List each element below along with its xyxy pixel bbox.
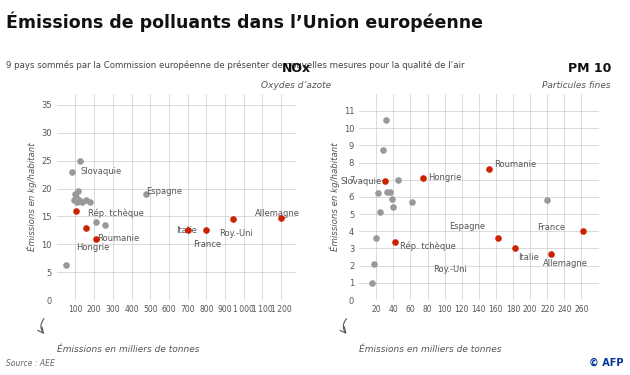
Point: [74, 196, 84, 202]
Point: [69, 196, 79, 202]
Point: [91, 219, 101, 225]
Point: [183, 227, 193, 233]
Point: [369, 261, 379, 267]
Text: © AFP: © AFP: [589, 357, 624, 368]
Point: [484, 166, 494, 172]
Text: Émissions en milliers de tonnes: Émissions en milliers de tonnes: [359, 345, 501, 354]
Text: NOx: NOx: [282, 62, 311, 75]
Point: [378, 147, 388, 153]
Text: France: France: [537, 224, 565, 232]
Point: [141, 191, 151, 197]
Text: Oxydes d’azote: Oxydes d’azote: [261, 81, 331, 90]
Point: [61, 262, 71, 268]
Point: [382, 189, 392, 195]
Text: Roy.-Uni: Roy.-Uni: [433, 265, 467, 274]
Point: [71, 191, 81, 197]
Point: [373, 190, 383, 196]
Text: Source : AEE: Source : AEE: [6, 358, 55, 368]
Point: [418, 175, 428, 181]
Point: [67, 169, 77, 175]
Point: [100, 222, 110, 228]
Point: [81, 225, 91, 231]
Point: [276, 214, 286, 220]
Point: [85, 200, 95, 206]
Text: Espagne: Espagne: [449, 222, 485, 231]
Point: [546, 251, 556, 257]
Text: Hongrie: Hongrie: [76, 243, 110, 252]
Text: PM 10: PM 10: [568, 62, 611, 75]
Point: [367, 280, 377, 286]
Point: [91, 236, 101, 242]
Text: Allemagne: Allemagne: [255, 209, 300, 218]
Text: Émissions de polluants dans l’Union européenne: Émissions de polluants dans l’Union euro…: [6, 11, 483, 32]
Point: [75, 158, 85, 164]
Point: [387, 196, 397, 202]
Point: [385, 189, 395, 195]
Point: [375, 209, 386, 215]
Point: [72, 200, 83, 206]
Point: [71, 194, 81, 200]
Point: [578, 228, 588, 234]
Point: [407, 199, 417, 205]
Point: [388, 204, 398, 210]
Text: Hongrie: Hongrie: [428, 174, 462, 183]
Text: Slovaquie: Slovaquie: [341, 177, 382, 186]
Point: [392, 177, 403, 183]
Point: [227, 216, 238, 222]
Text: Particules fines: Particules fines: [542, 81, 611, 90]
Text: Allemagne: Allemagne: [543, 260, 588, 268]
Point: [81, 196, 91, 202]
Text: Espagne: Espagne: [146, 187, 183, 196]
Text: Rép. tchèque: Rép. tchèque: [88, 209, 144, 218]
Text: 9 pays sommés par la Commission européenne de présenter de nouvelles mesures pou: 9 pays sommés par la Commission européen…: [6, 60, 465, 69]
Text: Rép. tchèque: Rép. tchèque: [400, 242, 456, 252]
Point: [390, 238, 400, 244]
Y-axis label: Émissions en kg/habitant: Émissions en kg/habitant: [26, 142, 37, 251]
Point: [380, 178, 390, 184]
Point: [73, 188, 83, 194]
Point: [201, 227, 211, 233]
Text: Slovaquie: Slovaquie: [81, 167, 122, 176]
Point: [493, 235, 503, 241]
Text: Roy.-Uni: Roy.-Uni: [219, 229, 253, 238]
Text: Roumanie: Roumanie: [494, 160, 536, 169]
Point: [371, 235, 381, 241]
Point: [71, 208, 81, 214]
Text: Italie: Italie: [176, 226, 197, 235]
Text: Émissions en milliers de tonnes: Émissions en milliers de tonnes: [57, 345, 199, 354]
Point: [510, 246, 520, 252]
Text: Italie: Italie: [518, 252, 539, 261]
Point: [542, 197, 553, 203]
Text: France: France: [193, 240, 221, 249]
Point: [77, 200, 87, 206]
Text: Roumanie: Roumanie: [98, 234, 140, 243]
Point: [381, 117, 391, 123]
Y-axis label: Émissions en kg/habitant: Émissions en kg/habitant: [329, 142, 340, 251]
